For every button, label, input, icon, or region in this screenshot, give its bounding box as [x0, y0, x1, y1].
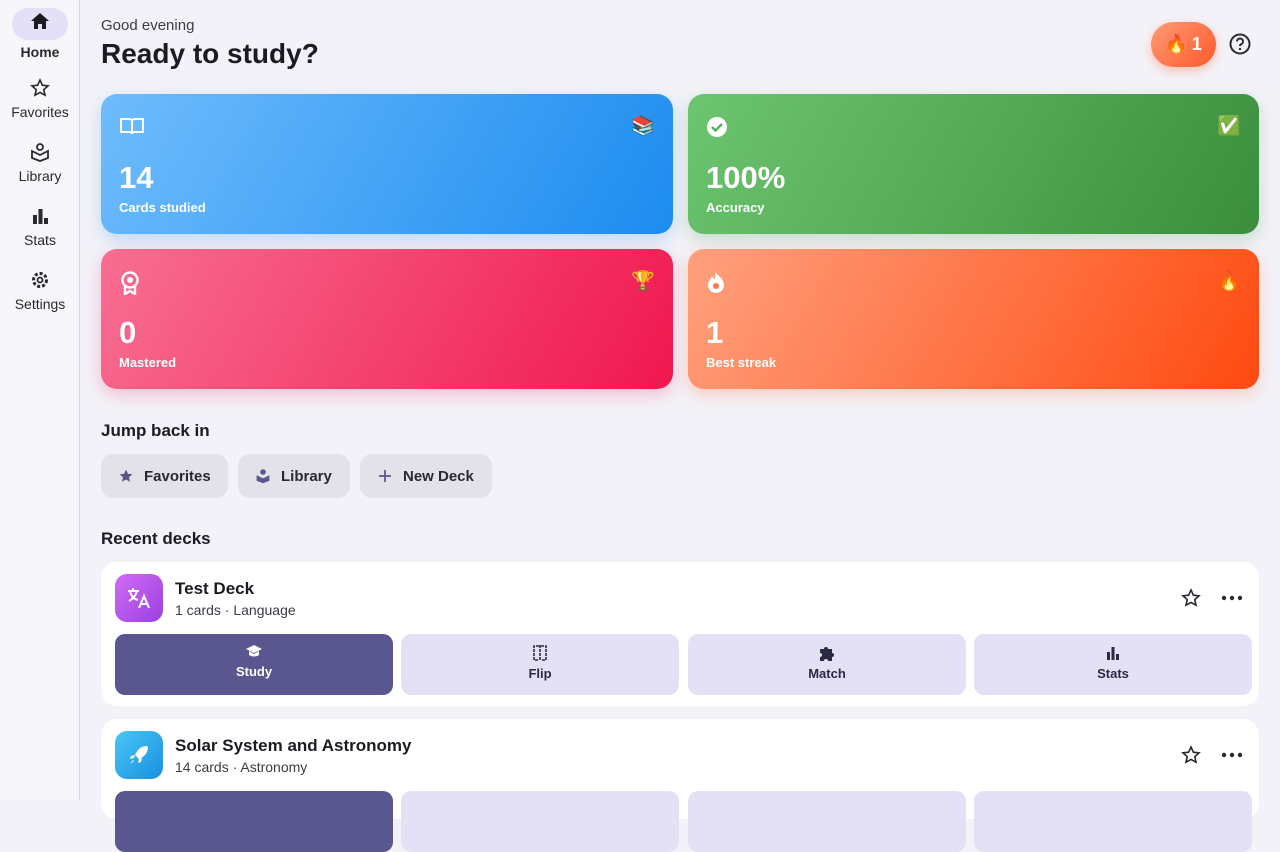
deck-meta: 14 cards · Astronomy [175, 759, 308, 775]
nav-home[interactable]: Home [0, 8, 80, 60]
stat-label: Best streak [706, 355, 777, 370]
streak-badge[interactable]: 🔥 1 [1151, 22, 1216, 67]
stat-value: 100% [706, 160, 786, 195]
action-button[interactable] [115, 791, 393, 852]
stat-value: 1 [706, 315, 724, 350]
deck-icon [115, 731, 163, 779]
deck-name: Test Deck [175, 579, 255, 598]
stat-card: 🔥 1 Best streak [688, 249, 1259, 389]
action-button[interactable] [401, 791, 679, 852]
nav-label: Settings [14, 296, 66, 312]
stat-label: Cards studied [119, 200, 206, 215]
action-label: Match [808, 666, 846, 681]
streak-count: 1 [1191, 34, 1202, 54]
stat-value: 0 [119, 315, 137, 350]
action-button[interactable]: Flip [401, 634, 679, 695]
quick-button[interactable]: New Deck [360, 454, 492, 498]
section-title: Jump back in [101, 421, 210, 440]
stat-card: 🏆 0 Mastered [101, 249, 673, 389]
favorite-button[interactable] [1181, 588, 1201, 608]
stat-emoji: ✅ [1217, 116, 1241, 137]
nav-label: Favorites [11, 104, 69, 120]
stat-card: 📚 14 Cards studied [101, 94, 673, 234]
nav-favorites[interactable]: Favorites [0, 78, 80, 120]
nav-library[interactable]: Library [0, 142, 80, 184]
stat-emoji: 🔥 [1217, 271, 1241, 292]
nav-label: Home [20, 44, 60, 60]
action-label: Stats [1097, 666, 1129, 681]
more-button[interactable] [1221, 749, 1243, 761]
nav-stats[interactable]: Stats [0, 206, 80, 248]
more-button[interactable] [1221, 592, 1243, 604]
action-button[interactable]: Stats [974, 634, 1252, 695]
stat-label: Accuracy [706, 200, 765, 215]
stat-card: ✅ 100% Accuracy [688, 94, 1259, 234]
quick-label: New Deck [403, 467, 474, 485]
stat-emoji: 🏆 [631, 271, 655, 292]
stat-emoji: 📚 [631, 116, 655, 137]
deck-icon [115, 574, 163, 622]
quick-label: Favorites [144, 467, 211, 485]
quick-button[interactable]: Library [238, 454, 350, 498]
nav-settings[interactable]: Settings [0, 270, 80, 312]
streak-icon: 🔥 [1165, 34, 1188, 54]
action-label: Study [235, 664, 273, 679]
section-title: Recent decks [101, 529, 211, 548]
action-button[interactable] [688, 791, 966, 852]
greeting: Good evening [101, 17, 195, 34]
action-button[interactable] [974, 791, 1252, 852]
favorite-button[interactable] [1181, 745, 1201, 765]
quick-label: Library [281, 467, 332, 485]
action-label: Flip [528, 666, 552, 681]
action-button[interactable]: Study [115, 634, 393, 695]
nav-label: Library [18, 168, 62, 184]
sidebar: Home Favorites Library Stats Settings [0, 0, 80, 800]
nav-label: Stats [24, 232, 56, 248]
deck-card[interactable]: Solar System and Astronomy 14 cards · As… [101, 719, 1259, 852]
help-button[interactable] [1229, 33, 1251, 55]
deck-card[interactable]: Test Deck 1 cards · Language Study Flip … [101, 562, 1259, 706]
action-button[interactable]: Match [688, 634, 966, 695]
deck-meta: 1 cards · Language [175, 602, 296, 618]
quick-button[interactable]: Favorites [101, 454, 228, 498]
stat-value: 14 [119, 160, 154, 195]
deck-name: Solar System and Astronomy [175, 736, 412, 755]
page-title: Ready to study? [101, 38, 319, 69]
stat-label: Mastered [119, 355, 177, 370]
